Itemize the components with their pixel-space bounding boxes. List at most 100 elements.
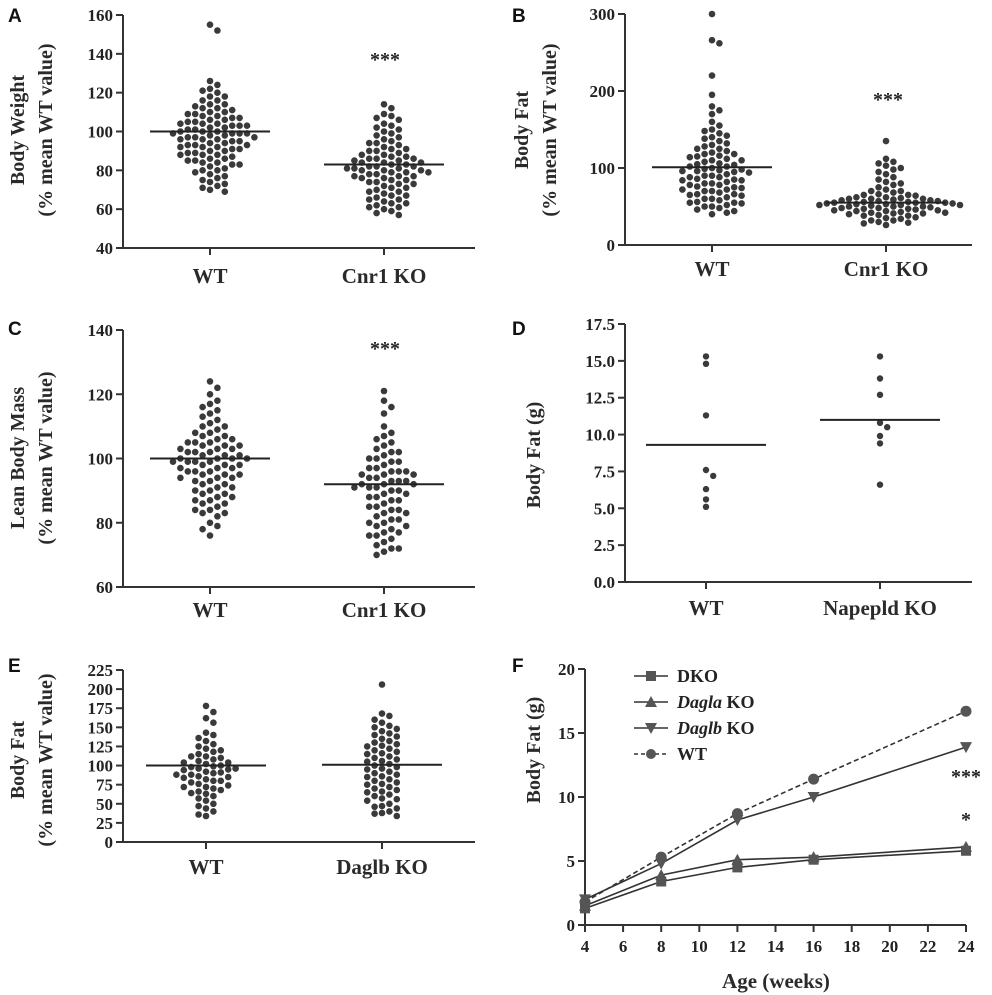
data-point bbox=[363, 766, 371, 773]
data-point bbox=[876, 391, 884, 398]
panel-e-mean-lines bbox=[146, 763, 442, 767]
data-point bbox=[224, 773, 232, 781]
data-point bbox=[214, 151, 221, 159]
panel-label-f: F bbox=[512, 656, 524, 677]
panel-a-y-label-unit: (% mean WT value) bbox=[35, 43, 57, 216]
data-point bbox=[214, 27, 221, 34]
data-point bbox=[708, 36, 716, 44]
data-point bbox=[214, 89, 221, 96]
data-point bbox=[693, 190, 701, 198]
data-point bbox=[655, 851, 667, 863]
y-tick-label: 80 bbox=[96, 161, 113, 180]
data-point bbox=[679, 167, 686, 175]
data-point bbox=[371, 792, 378, 800]
panel-f-y-label: Body Fat (g) bbox=[523, 697, 545, 804]
data-point bbox=[701, 203, 708, 210]
data-point bbox=[853, 207, 860, 215]
data-point bbox=[378, 735, 386, 743]
data-point bbox=[579, 896, 591, 908]
data-point bbox=[206, 163, 214, 170]
data-point bbox=[373, 445, 380, 453]
data-point bbox=[890, 210, 897, 217]
data-point bbox=[693, 160, 701, 168]
data-point bbox=[363, 781, 371, 788]
data-point bbox=[358, 174, 366, 182]
data-point bbox=[202, 745, 210, 752]
data-point bbox=[236, 137, 243, 145]
data-point bbox=[373, 202, 380, 209]
y-tick-label: 17.5 bbox=[585, 315, 615, 334]
data-point bbox=[402, 200, 410, 207]
data-point bbox=[395, 149, 403, 157]
data-point bbox=[395, 487, 403, 494]
data-point bbox=[206, 93, 214, 100]
data-point bbox=[373, 551, 380, 559]
data-point bbox=[860, 220, 868, 227]
data-point bbox=[380, 471, 388, 478]
y-tick-label: 175 bbox=[88, 699, 114, 718]
data-point bbox=[882, 137, 890, 145]
triangle-up-marker-icon bbox=[645, 696, 657, 707]
data-point bbox=[386, 800, 393, 808]
data-point bbox=[206, 400, 214, 408]
data-point bbox=[210, 769, 217, 777]
data-point bbox=[410, 155, 417, 162]
data-point bbox=[199, 490, 206, 498]
data-point bbox=[199, 452, 206, 459]
data-point bbox=[221, 480, 229, 488]
data-point bbox=[716, 152, 723, 159]
data-point bbox=[214, 416, 221, 424]
data-point bbox=[386, 712, 393, 720]
panel-f-markers bbox=[579, 705, 972, 914]
panel-b-mean-lines bbox=[652, 166, 946, 204]
data-point bbox=[343, 165, 351, 172]
panel-a-significance: *** bbox=[370, 49, 400, 71]
data-point bbox=[708, 110, 716, 118]
data-point bbox=[373, 513, 380, 520]
data-point bbox=[177, 136, 184, 143]
data-point bbox=[380, 548, 388, 555]
data-point bbox=[221, 500, 229, 507]
y-tick-label: 100 bbox=[590, 159, 616, 178]
data-point bbox=[380, 397, 388, 405]
data-point bbox=[206, 186, 214, 194]
y-tick-label: 5.0 bbox=[594, 499, 615, 518]
data-point bbox=[214, 81, 221, 89]
data-point bbox=[388, 176, 395, 184]
data-point bbox=[214, 426, 221, 433]
data-point bbox=[410, 471, 417, 478]
data-point bbox=[187, 789, 195, 797]
data-point bbox=[380, 442, 388, 449]
data-point bbox=[808, 773, 820, 785]
panel-e-category-ko: Daglb KO bbox=[336, 855, 428, 879]
data-point bbox=[365, 493, 373, 501]
data-point bbox=[365, 196, 373, 203]
data-point bbox=[927, 204, 934, 211]
data-point bbox=[738, 200, 745, 207]
data-point bbox=[708, 133, 716, 141]
data-point bbox=[221, 108, 229, 116]
data-point bbox=[890, 217, 897, 224]
data-point bbox=[380, 136, 388, 143]
legend-label-wt: WT bbox=[677, 744, 707, 764]
data-point bbox=[365, 203, 373, 211]
data-point bbox=[838, 204, 845, 212]
data-point bbox=[191, 149, 199, 157]
data-point bbox=[191, 487, 199, 494]
data-point bbox=[708, 149, 716, 156]
data-point bbox=[890, 166, 897, 173]
data-point bbox=[388, 153, 395, 160]
data-point bbox=[693, 145, 701, 153]
data-point bbox=[371, 731, 378, 739]
data-point bbox=[206, 178, 214, 186]
panel-a-category-wt: WT bbox=[192, 264, 227, 288]
data-point bbox=[206, 101, 214, 108]
data-point bbox=[723, 194, 731, 201]
data-point bbox=[386, 783, 393, 791]
data-point bbox=[702, 466, 710, 474]
data-point bbox=[236, 161, 243, 168]
data-point bbox=[395, 196, 403, 203]
data-point bbox=[199, 471, 206, 478]
data-point bbox=[716, 130, 723, 137]
data-point bbox=[202, 737, 210, 745]
